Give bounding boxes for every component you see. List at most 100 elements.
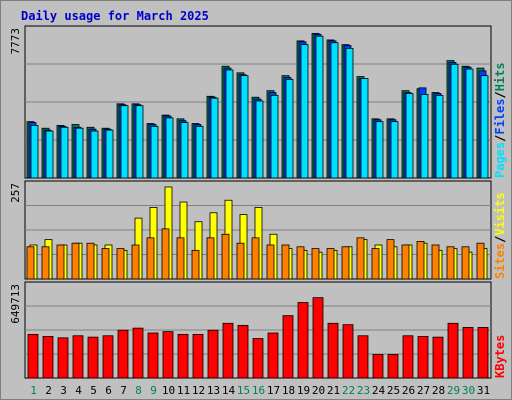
kbytes-bar-29 <box>447 322 459 379</box>
ylabel-part: KBytes <box>493 335 507 378</box>
kbytes-bar-15 <box>237 324 249 379</box>
x-tick-label-11: 11 <box>177 384 190 397</box>
sites-bar-9 <box>146 237 155 280</box>
x-tick-label-24: 24 <box>372 384 386 397</box>
kbytes-bar-18 <box>282 315 294 379</box>
x-tick-label-28: 28 <box>432 384 445 397</box>
pages-bar-9 <box>150 125 159 179</box>
ylabel-part: Files <box>493 99 507 135</box>
pages-bar-5 <box>90 130 99 179</box>
pages-bar-21 <box>330 42 339 179</box>
pages-bar-18 <box>285 78 294 179</box>
x-tick-label-12: 12 <box>192 384 205 397</box>
kbytes-bar-4 <box>72 335 84 379</box>
x-tick-label-10: 10 <box>162 384 175 397</box>
pages-bar-28 <box>435 94 444 179</box>
ylabel-part: Hits <box>493 62 507 91</box>
kbytes-bar-30 <box>462 327 474 379</box>
kbytes-bar-7 <box>117 329 129 379</box>
pages-bar-31 <box>480 75 489 179</box>
sites-bar-12 <box>191 249 200 280</box>
kbytes-bar-8 <box>132 327 144 379</box>
pages-bar-4 <box>75 127 84 179</box>
kbytes-bar-1 <box>27 333 39 379</box>
sites-bar-31 <box>476 242 485 280</box>
x-tick-label-23: 23 <box>357 384 370 397</box>
x-tick-label-30: 30 <box>462 384 475 397</box>
sites-bar-4 <box>71 242 80 280</box>
x-tick-label-9: 9 <box>150 384 157 397</box>
x-tick-label-3: 3 <box>60 384 67 397</box>
x-tick-label-21: 21 <box>327 384 340 397</box>
sites-bar-3 <box>56 244 65 280</box>
kbytes-bar-17 <box>267 332 279 379</box>
pages-bar-1 <box>30 125 39 179</box>
x-tick-label-15: 15 <box>237 384 250 397</box>
x-tick-label-8: 8 <box>135 384 142 397</box>
sites-bar-30 <box>461 246 470 280</box>
kbytes-bar-2 <box>42 336 54 379</box>
x-tick-label-18: 18 <box>282 384 295 397</box>
kbytes-bar-5 <box>87 336 99 379</box>
sites-bar-27 <box>416 241 425 280</box>
pages-bar-12 <box>195 125 204 179</box>
ylabel-1: Pages/Files/Hits <box>493 62 507 178</box>
sites-bar-13 <box>206 237 215 280</box>
kbytes-bar-13 <box>207 329 219 379</box>
pages-bar-30 <box>465 68 474 179</box>
sites-bar-19 <box>296 246 305 280</box>
sites-bar-8 <box>131 244 140 280</box>
sites-bar-25 <box>386 239 395 280</box>
x-tick-label-26: 26 <box>402 384 415 397</box>
sites-bar-20 <box>311 248 320 280</box>
sites-bar-28 <box>431 244 440 280</box>
x-tick-label-17: 17 <box>267 384 280 397</box>
pages-bar-24 <box>375 121 384 179</box>
x-tick-label-16: 16 <box>252 384 265 397</box>
kbytes-bar-12 <box>192 333 204 379</box>
pages-bar-2 <box>45 130 54 179</box>
sites-bar-15 <box>236 242 245 280</box>
kbytes-bar-3 <box>57 337 69 379</box>
x-tick-label-13: 13 <box>207 384 220 397</box>
sites-bar-7 <box>116 248 125 280</box>
sites-bar-16 <box>251 237 260 280</box>
pages-bar-14 <box>225 69 234 179</box>
pages-bar-10 <box>165 117 174 179</box>
kbytes-bar-23 <box>357 335 369 379</box>
sites-bar-10 <box>161 228 170 280</box>
kbytes-bar-10 <box>162 331 174 379</box>
x-tick-label-19: 19 <box>297 384 310 397</box>
kbytes-bar-27 <box>417 336 429 379</box>
x-tick-label-2: 2 <box>45 384 52 397</box>
sites-bar-21 <box>326 248 335 280</box>
x-tick-label-25: 25 <box>387 384 400 397</box>
kbytes-bar-19 <box>297 302 309 379</box>
x-tick-label-31: 31 <box>477 384 490 397</box>
pages-bar-6 <box>105 129 114 179</box>
ylabel-part: Sites <box>493 243 507 279</box>
x-tick-label-5: 5 <box>90 384 97 397</box>
sites-bar-18 <box>281 244 290 280</box>
pages-bar-3 <box>60 126 69 179</box>
x-tick-label-22: 22 <box>342 384 355 397</box>
ymax-label-2: 257 <box>9 183 22 203</box>
kbytes-bar-16 <box>252 338 264 379</box>
pages-bar-13 <box>210 97 219 179</box>
ylabel-part: Pages <box>493 142 507 178</box>
ylabel-part: / <box>493 236 507 243</box>
pages-bar-26 <box>405 93 414 179</box>
kbytes-bar-28 <box>432 336 444 379</box>
kbytes-bar-31 <box>477 327 489 379</box>
pages-bar-20 <box>315 35 324 179</box>
pages-bar-16 <box>255 100 264 179</box>
pages-bar-11 <box>180 122 189 179</box>
ylabel-part: Visits <box>493 192 507 235</box>
x-tick-label-27: 27 <box>417 384 430 397</box>
sites-bar-1 <box>26 246 35 280</box>
pages-bar-19 <box>300 44 309 179</box>
pages-bar-15 <box>240 75 249 179</box>
sites-bar-17 <box>266 244 275 280</box>
